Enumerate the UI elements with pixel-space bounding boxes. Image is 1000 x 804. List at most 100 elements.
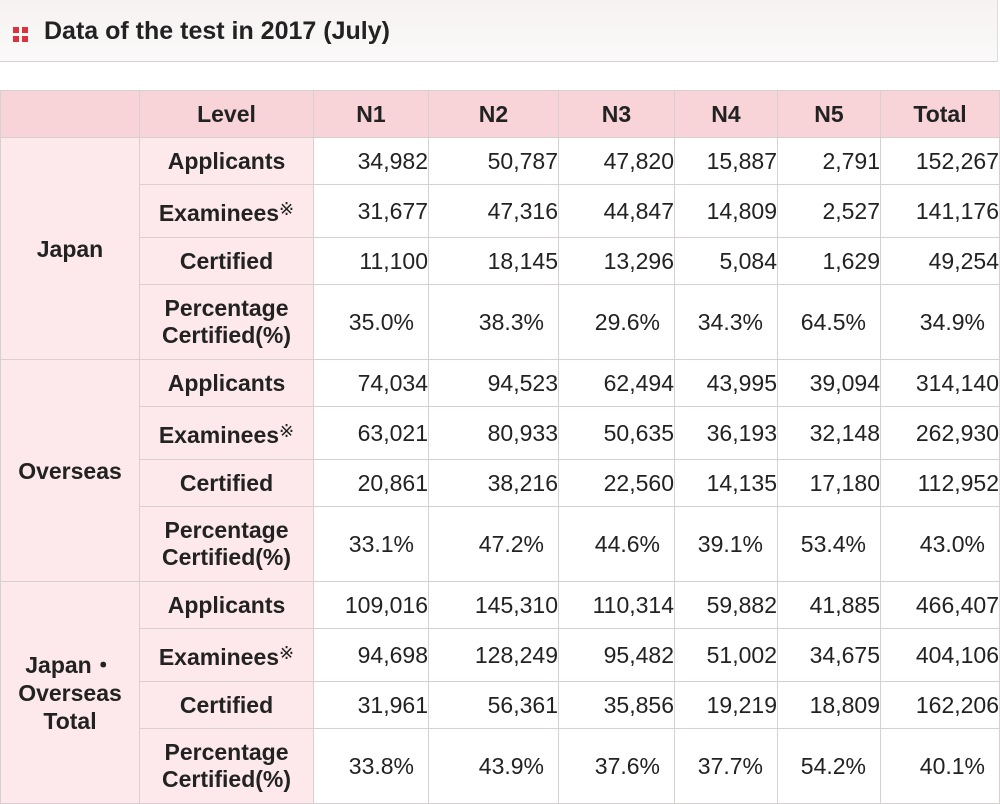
- value-cell: 2,791: [777, 137, 881, 185]
- table-row: Examinees※ 63,021 80,933 50,635 36,193 32,148…: [1, 406, 1000, 460]
- value-cell: 34.9%: [880, 284, 1000, 360]
- row-label-certified: Certified: [139, 459, 314, 507]
- value-cell: 112,952: [880, 459, 1000, 507]
- value-cell: 20,861: [313, 459, 429, 507]
- value-cell: 54.2%: [777, 728, 881, 804]
- value-cell: 1,629: [777, 237, 881, 285]
- value-cell: 43,995: [674, 359, 778, 407]
- table-row: Percentage Certified(%) 33.8% 43.9% 37.6% 37.…: [1, 728, 1000, 804]
- reference-mark: ※: [279, 420, 295, 441]
- value-cell: 74,034: [313, 359, 429, 407]
- value-cell: 62,494: [558, 359, 675, 407]
- row-label-line: Certified(%): [161, 766, 292, 792]
- value-cell: 94,523: [428, 359, 559, 407]
- row-label-text: Examinees: [158, 199, 280, 226]
- row-label-examinees: Examinees※: [139, 406, 314, 460]
- row-label-text: Applicants: [167, 147, 286, 174]
- region-label: Overseas: [0, 359, 140, 582]
- value-cell: 14,809: [674, 184, 778, 238]
- row-label-text: Certified: [179, 691, 274, 718]
- corner-cell: [0, 90, 140, 138]
- value-cell: 51,002: [674, 628, 778, 682]
- reference-mark: ※: [279, 198, 295, 219]
- value-cell: 49,254: [880, 237, 1000, 285]
- value-cell: 37.7%: [674, 728, 778, 804]
- row-label-line: Certified(%): [161, 322, 292, 348]
- region-label-line: Japan・: [25, 651, 115, 678]
- header-n1: N1: [313, 90, 429, 138]
- value-cell: 44,847: [558, 184, 675, 238]
- value-cell: 262,930: [880, 406, 1000, 460]
- value-cell: 152,267: [880, 137, 1000, 185]
- table-row: Percentage Certified(%) 33.1% 47.2% 44.6% 39.…: [1, 506, 1000, 582]
- row-label-line: Percentage: [164, 517, 289, 543]
- value-cell: 59,882: [674, 581, 778, 629]
- header-level: Level: [139, 90, 314, 138]
- section-title-bar: Data of the test in 2017 (July): [0, 0, 998, 62]
- page-title: Data of the test in 2017 (July): [44, 17, 390, 45]
- value-cell: 145,310: [428, 581, 559, 629]
- row-label-percentage: Percentage Certified(%): [139, 728, 314, 804]
- value-cell: 47,820: [558, 137, 675, 185]
- row-label-applicants: Applicants: [139, 137, 314, 185]
- row-label-line: Percentage: [164, 739, 289, 765]
- region-label-line: Japan: [36, 235, 104, 262]
- value-cell: 47.2%: [428, 506, 559, 582]
- header-n2: N2: [428, 90, 559, 138]
- row-label-applicants: Applicants: [139, 581, 314, 629]
- value-cell: 141,176: [880, 184, 1000, 238]
- table-row: Certified 20,861 38,216 22,560 14,135 17,180 1…: [1, 459, 1000, 507]
- value-cell: 40.1%: [880, 728, 1000, 804]
- value-cell: 18,145: [428, 237, 559, 285]
- value-cell: 43.0%: [880, 506, 1000, 582]
- value-cell: 95,482: [558, 628, 675, 682]
- value-cell: 35,856: [558, 681, 675, 729]
- region-label-line: Overseas: [18, 457, 122, 484]
- value-cell: 2,527: [777, 184, 881, 238]
- value-cell: 44.6%: [558, 506, 675, 582]
- value-cell: 53.4%: [777, 506, 881, 582]
- value-cell: 33.1%: [313, 506, 429, 582]
- value-cell: 31,677: [313, 184, 429, 238]
- row-label-examinees: Examinees※: [139, 628, 314, 682]
- value-cell: 35.0%: [313, 284, 429, 360]
- value-cell: 47,316: [428, 184, 559, 238]
- value-cell: 80,933: [428, 406, 559, 460]
- value-cell: 39.1%: [674, 506, 778, 582]
- row-label-line: Certified(%): [161, 544, 292, 570]
- value-cell: 41,885: [777, 581, 881, 629]
- value-cell: 34.3%: [674, 284, 778, 360]
- table-row: Japan・ Overseas Total Applicants 109,016 145,…: [0, 581, 1000, 804]
- header-n3: N3: [558, 90, 675, 138]
- table-body: Japan Applicants 34,982 50,787 47,820 15,887 2…: [0, 137, 1000, 804]
- table-row: Certified 11,100 18,145 13,296 5,084 1,629 49,…: [1, 237, 1000, 285]
- value-cell: 50,635: [558, 406, 675, 460]
- row-label-text: Certified: [179, 247, 274, 274]
- row-label-certified: Certified: [139, 681, 314, 729]
- row-label-line: Percentage: [164, 295, 289, 321]
- value-cell: 36,193: [674, 406, 778, 460]
- region-label: Japan: [0, 137, 140, 360]
- value-cell: 56,361: [428, 681, 559, 729]
- value-cell: 19,219: [674, 681, 778, 729]
- value-cell: 50,787: [428, 137, 559, 185]
- value-cell: 64.5%: [777, 284, 881, 360]
- row-label-certified: Certified: [139, 237, 314, 285]
- value-cell: 162,206: [880, 681, 1000, 729]
- value-cell: 37.6%: [558, 728, 675, 804]
- table-row: Overseas Applicants 74,034 94,523 62,494 43,9…: [0, 359, 1000, 582]
- value-cell: 15,887: [674, 137, 778, 185]
- value-cell: 39,094: [777, 359, 881, 407]
- value-cell: 109,016: [313, 581, 429, 629]
- header-total: Total: [880, 90, 1000, 138]
- row-label-text: Applicants: [167, 369, 286, 396]
- region-label-line: Overseas: [18, 679, 122, 706]
- value-cell: 404,106: [880, 628, 1000, 682]
- value-cell: 38,216: [428, 459, 559, 507]
- row-label-text: Certified: [179, 469, 274, 496]
- value-cell: 314,140: [880, 359, 1000, 407]
- row-label-text: Applicants: [167, 591, 286, 618]
- table-row: Japan Applicants 34,982 50,787 47,820 15,887 2…: [0, 137, 1000, 360]
- value-cell: 22,560: [558, 459, 675, 507]
- header-row: Level N1 N2 N3 N4 N5 Total: [0, 90, 1000, 138]
